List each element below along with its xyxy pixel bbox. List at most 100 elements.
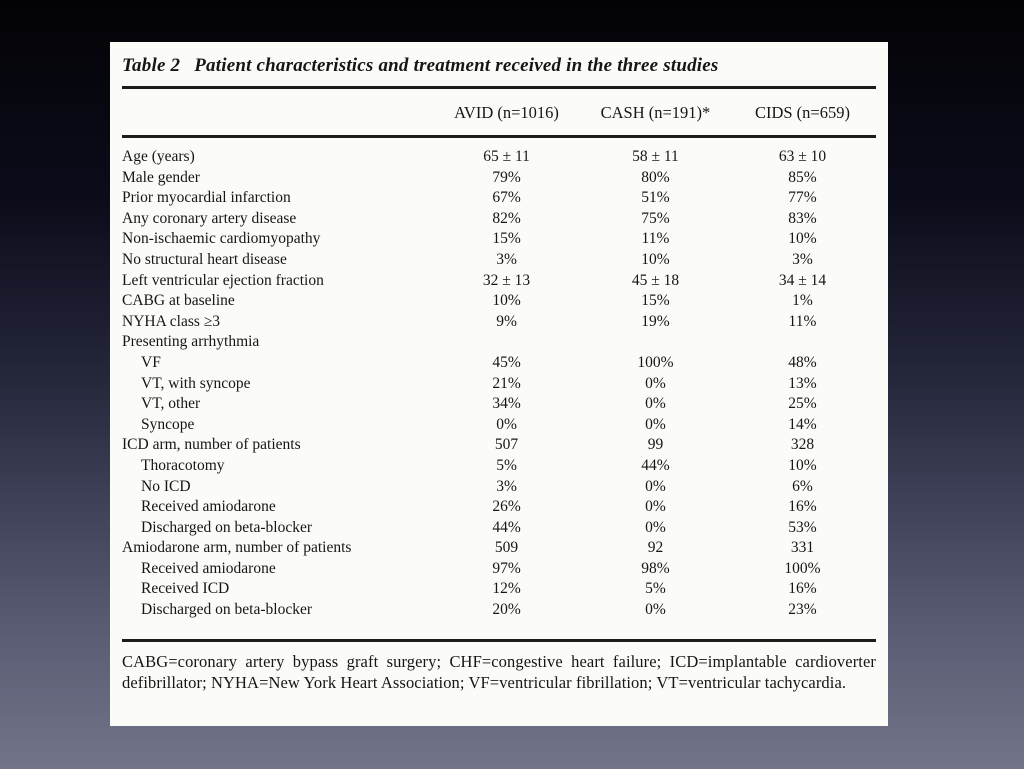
row-value: 0% — [645, 477, 666, 495]
table-row: Received amiodarone 97% 98% 100% — [122, 559, 876, 580]
row-value: 75% — [641, 209, 670, 227]
row-value: 83% — [788, 209, 817, 227]
row-value: 15% — [492, 230, 521, 248]
table-row: NYHA class ≥3 9% 19% 11% — [122, 312, 876, 333]
table-title: Table 2 Patient characteristics and treat… — [122, 55, 876, 77]
row-value: 97% — [492, 559, 521, 577]
table-row: No structural heart disease 3% 10% 3% — [122, 250, 876, 271]
row-value: 23% — [788, 601, 817, 619]
row-label: No structural heart disease — [122, 250, 287, 268]
table-body: Age (years) 65 ± 11 58 ± 11 63 ± 10 Male gen… — [122, 137, 876, 621]
row-value: 85% — [788, 168, 817, 186]
row-value: 99 — [647, 436, 664, 454]
row-label: Presenting arrhythmia — [122, 333, 260, 351]
row-value: 0% — [645, 415, 666, 433]
table-card: Table 2 Patient characteristics and treat… — [110, 42, 888, 726]
table-footnote: CABG=coronary artery bypass graft surger… — [122, 651, 876, 693]
row-value: 5% — [496, 456, 517, 474]
row-value: 11% — [788, 312, 817, 330]
row-value: 79% — [492, 168, 521, 186]
row-value: 67% — [492, 189, 521, 207]
row-label: No ICD — [141, 477, 191, 495]
table-row: Prior myocardial infarction 67% 51% 77% — [122, 188, 876, 209]
row-label: Discharged on beta-blocker — [141, 601, 313, 619]
table-row: Discharged on beta-blocker 44% 0% 53% — [122, 518, 876, 539]
table-row: CABG at baseline 10% 15% 1% — [122, 291, 876, 312]
row-value: 1% — [792, 292, 813, 310]
row-label: CABG at baseline — [122, 292, 235, 310]
table-row: Discharged on beta-blocker 20% 0% 23% — [122, 600, 876, 621]
table-caption: Patient characteristics and treatment re… — [194, 55, 719, 76]
row-value: 15% — [641, 292, 670, 310]
row-label: NYHA class ≥3 — [122, 312, 221, 330]
table-row: VF 45% 100% 48% — [122, 353, 876, 374]
row-value: 26% — [492, 498, 521, 516]
row-value: 3% — [792, 250, 813, 268]
row-label: Thoracotomy — [141, 456, 225, 474]
row-value: 63 ± 10 — [778, 148, 827, 165]
table-row: Male gender 79% 80% 85% — [122, 168, 876, 189]
row-value: 82% — [492, 209, 521, 227]
row-value: 3% — [496, 477, 517, 495]
row-value: 10% — [788, 230, 817, 248]
row-value: 34% — [492, 395, 521, 413]
table-row: Age (years) 65 ± 11 58 ± 11 63 ± 10 — [122, 137, 876, 168]
column-header-avid: AVID (n=1016) — [431, 89, 582, 138]
table-row: Received ICD 12% 5% 16% — [122, 579, 876, 600]
row-label: Received amiodarone — [141, 498, 276, 516]
row-label: Prior myocardial infarction — [122, 189, 291, 207]
row-value: 45% — [492, 353, 521, 371]
table-row: VT, with syncope 21% 0% 13% — [122, 374, 876, 395]
row-value: 507 — [494, 436, 519, 454]
row-value: 19% — [641, 312, 670, 330]
table-row: Non-ischaemic cardiomyopathy 15% 11% 10% — [122, 229, 876, 250]
table-row: Any coronary artery disease 82% 75% 83% — [122, 209, 876, 230]
row-value: 100% — [637, 353, 674, 371]
row-value: 53% — [788, 518, 817, 536]
row-value: 0% — [645, 374, 666, 392]
row-value: 0% — [645, 601, 666, 619]
table-header-row: AVID (n=1016) CASH (n=191)* CIDS (n=659) — [122, 89, 876, 138]
row-label: Amiodarone arm, number of patients — [122, 539, 352, 557]
row-value: 32 ± 13 — [482, 271, 531, 289]
row-value — [582, 332, 729, 353]
column-header-empty — [122, 89, 432, 138]
column-header-cids: CIDS (n=659) — [728, 89, 876, 138]
row-value: 10% — [492, 292, 521, 310]
top-divider — [122, 86, 876, 89]
row-label: Male gender — [122, 168, 200, 186]
patient-characteristics-table: AVID (n=1016) CASH (n=191)* CIDS (n=659)… — [122, 89, 876, 621]
table-row: VT, other 34% 0% 25% — [122, 394, 876, 415]
row-value: 14% — [788, 415, 817, 433]
row-label: Non-ischaemic cardiomyopathy — [122, 230, 321, 248]
row-value — [431, 332, 582, 353]
row-label: Age (years) — [122, 148, 195, 165]
row-label: VT, with syncope — [141, 374, 251, 392]
row-value: 21% — [492, 374, 521, 392]
row-value: 10% — [788, 456, 817, 474]
row-label: VT, other — [141, 395, 201, 413]
row-value: 77% — [788, 189, 817, 207]
row-value: 0% — [645, 395, 666, 413]
row-value: 16% — [788, 498, 817, 516]
row-value: 11% — [641, 230, 670, 248]
row-label: Received amiodarone — [141, 559, 276, 577]
table-row: ICD arm, number of patients 507 99 328 — [122, 435, 876, 456]
row-value: 3% — [496, 250, 517, 268]
row-value: 44% — [641, 456, 670, 474]
table-row: Received amiodarone 26% 0% 16% — [122, 497, 876, 518]
row-value: 331 — [790, 539, 815, 557]
row-label: VF — [141, 353, 161, 371]
column-header-cash: CASH (n=191)* — [581, 89, 729, 138]
row-value: 9% — [496, 312, 517, 330]
row-value: 16% — [788, 580, 817, 598]
row-value: 65 ± 11 — [483, 148, 530, 165]
row-value: 0% — [645, 498, 666, 516]
row-value: 0% — [645, 518, 666, 536]
row-value: 58 ± 11 — [632, 148, 679, 165]
row-value: 20% — [492, 601, 521, 619]
row-value: 98% — [641, 559, 670, 577]
row-label: Left ventricular ejection fraction — [122, 271, 324, 289]
table-row: Amiodarone arm, number of patients 509 92 3… — [122, 538, 876, 559]
